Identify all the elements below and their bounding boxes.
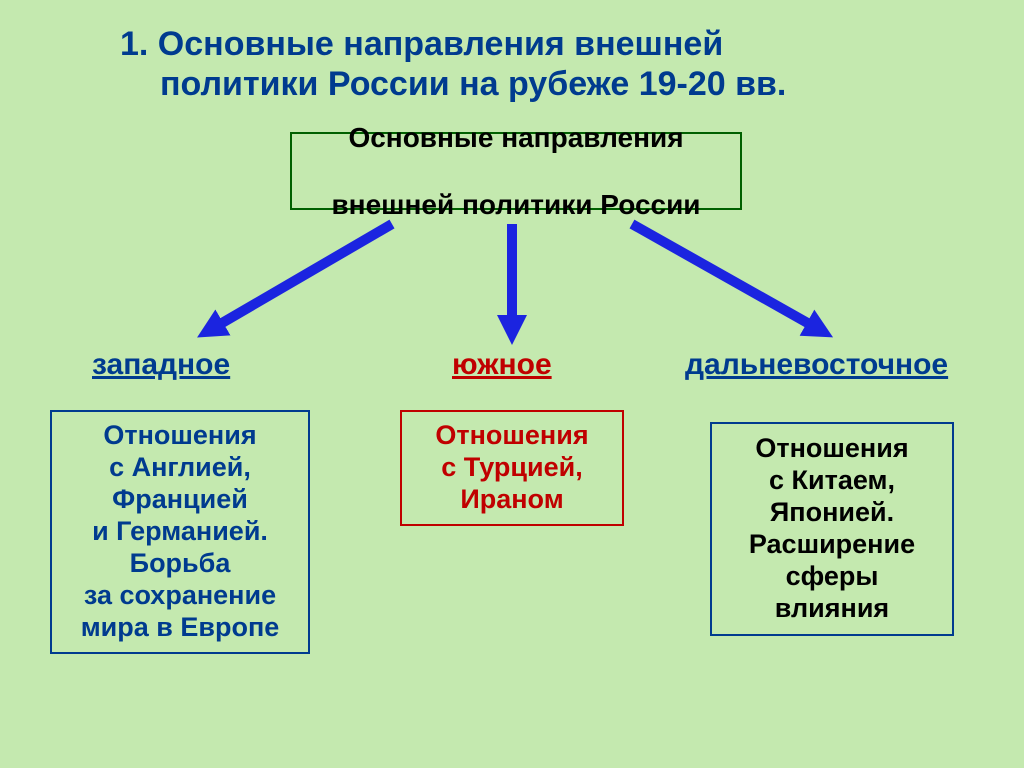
direction-box-fareast: Отношенияс Китаем,Японией.Расширениесфер… [710, 422, 954, 636]
direction-fareast-line-4: Расширение [749, 529, 915, 561]
direction-fareast-line-2: с Китаем, [769, 465, 895, 497]
slide-title: 1. Основные направления внешней политики… [120, 24, 920, 104]
direction-west-line-6: за сохранение [84, 580, 276, 612]
direction-west-line-7: мира в Европе [81, 612, 280, 644]
central-line-2: внешней политики России [331, 188, 700, 221]
direction-west-line-4: и Германией. [92, 516, 268, 548]
central-box: Основные направления внешней политики Ро… [290, 132, 742, 210]
direction-fareast-line-1: Отношения [755, 433, 908, 465]
direction-fareast-line-3: Японией. [770, 497, 894, 529]
direction-fareast-line-5: сферы [786, 561, 879, 593]
direction-south-line-3: Ираном [460, 484, 563, 516]
direction-west-line-1: Отношения [103, 420, 256, 452]
direction-west-line-2: с Англией, [109, 452, 251, 484]
direction-west-line-5: Борьба [130, 548, 231, 580]
direction-south-line-1: Отношения [435, 420, 588, 452]
direction-label-west: западное [92, 348, 230, 382]
direction-south-line-2: с Турцией, [441, 452, 582, 484]
central-line-1: Основные направления [348, 121, 683, 154]
direction-box-south: Отношенияс Турцией,Ираном [400, 410, 624, 526]
direction-box-west: Отношенияс Англией,Франциейи Германией.Б… [50, 410, 310, 654]
title-line-2: политики России на рубеже 19-20 вв. [120, 65, 786, 103]
direction-label-fareast: дальневосточное [685, 348, 948, 382]
direction-west-line-3: Францией [112, 484, 248, 516]
title-line-1: 1. Основные направления внешней [120, 25, 723, 63]
direction-label-south: южное [452, 348, 552, 382]
direction-fareast-line-6: влияния [775, 593, 889, 625]
